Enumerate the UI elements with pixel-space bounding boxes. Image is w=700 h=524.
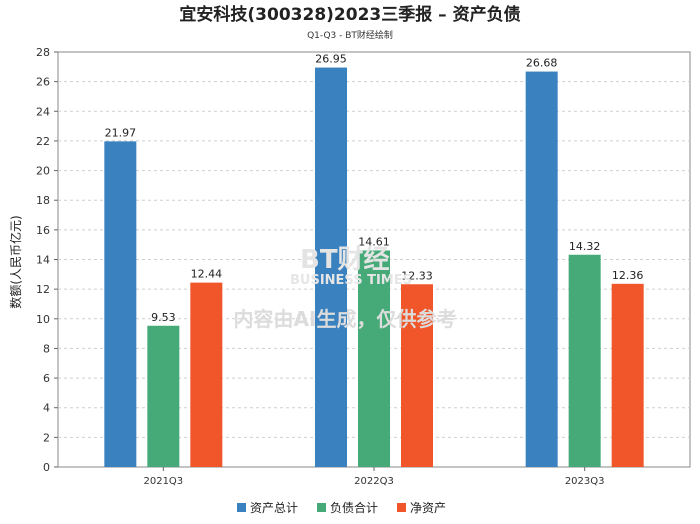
plot-area: 024681012141618202224262821.979.5312.442… <box>36 46 691 487</box>
bar-负债合计-2023Q3 <box>568 254 601 467</box>
legend-label: 净资产 <box>410 501 446 515</box>
y-tick-label: 0 <box>43 461 50 474</box>
legend-label: 资产总计 <box>250 501 298 515</box>
y-tick-label: 28 <box>36 46 50 59</box>
watermark-notice: 内容由AI生成，仅供参考 <box>234 307 457 331</box>
data-label: 12.44 <box>191 268 223 281</box>
y-tick-label: 24 <box>36 105 50 118</box>
legend: 资产总计 负债合计 净资产 <box>237 500 446 515</box>
legend-swatch <box>397 503 406 512</box>
data-label: 21.97 <box>105 126 137 139</box>
bar-资产总计-2022Q3 <box>315 67 347 467</box>
bar-净资产-2021Q3 <box>190 282 223 467</box>
watermark-brand-sub: BUSINESS TIMES <box>290 273 412 288</box>
y-tick-label: 4 <box>43 402 50 415</box>
watermark-brand: BT财经 <box>300 244 390 275</box>
y-axis-label: 数额(人民币亿元) <box>8 215 23 308</box>
data-label: 14.61 <box>358 235 390 248</box>
y-tick-label: 10 <box>36 313 50 326</box>
data-label: 14.32 <box>569 240 601 253</box>
chart-subtitle: Q1-Q3 - BT财经绘制 <box>307 29 393 41</box>
x-tick-label: 2023Q3 <box>565 476 605 487</box>
y-tick-label: 8 <box>43 342 50 355</box>
data-label: 12.36 <box>612 269 644 282</box>
bar-负债合计-2022Q3 <box>358 250 390 467</box>
chart-title: 宜安科技(300328)2023三季报 – 资产负债 <box>179 4 520 25</box>
legend-label: 负债合计 <box>330 500 378 515</box>
y-tick-label: 12 <box>36 283 50 296</box>
x-tick-label: 2021Q3 <box>143 476 183 487</box>
y-tick-label: 20 <box>36 165 50 178</box>
legend-swatch <box>317 503 326 512</box>
bar-资产总计-2021Q3 <box>104 141 137 467</box>
bar-净资产-2023Q3 <box>611 283 644 467</box>
data-label: 26.95 <box>315 53 347 66</box>
watermark: BT财经 BUSINESS TIMES 内容由AI生成，仅供参考 <box>234 244 457 331</box>
y-tick-label: 18 <box>36 194 50 207</box>
data-label: 9.53 <box>151 311 176 324</box>
y-tick-label: 22 <box>36 135 50 148</box>
y-tick-label: 6 <box>43 372 50 385</box>
y-tick-label: 2 <box>43 431 50 444</box>
bar-负债合计-2021Q3 <box>147 325 180 467</box>
data-label: 12.33 <box>401 269 433 282</box>
y-tick-label: 14 <box>36 254 50 267</box>
legend-swatch <box>237 503 246 512</box>
bar-净资产-2022Q3 <box>401 284 433 467</box>
y-tick-label: 26 <box>36 76 50 89</box>
bar-资产总计-2023Q3 <box>525 71 558 468</box>
x-tick-label: 2022Q3 <box>354 476 394 487</box>
y-tick-label: 16 <box>36 224 50 237</box>
data-label: 26.68 <box>526 57 558 70</box>
